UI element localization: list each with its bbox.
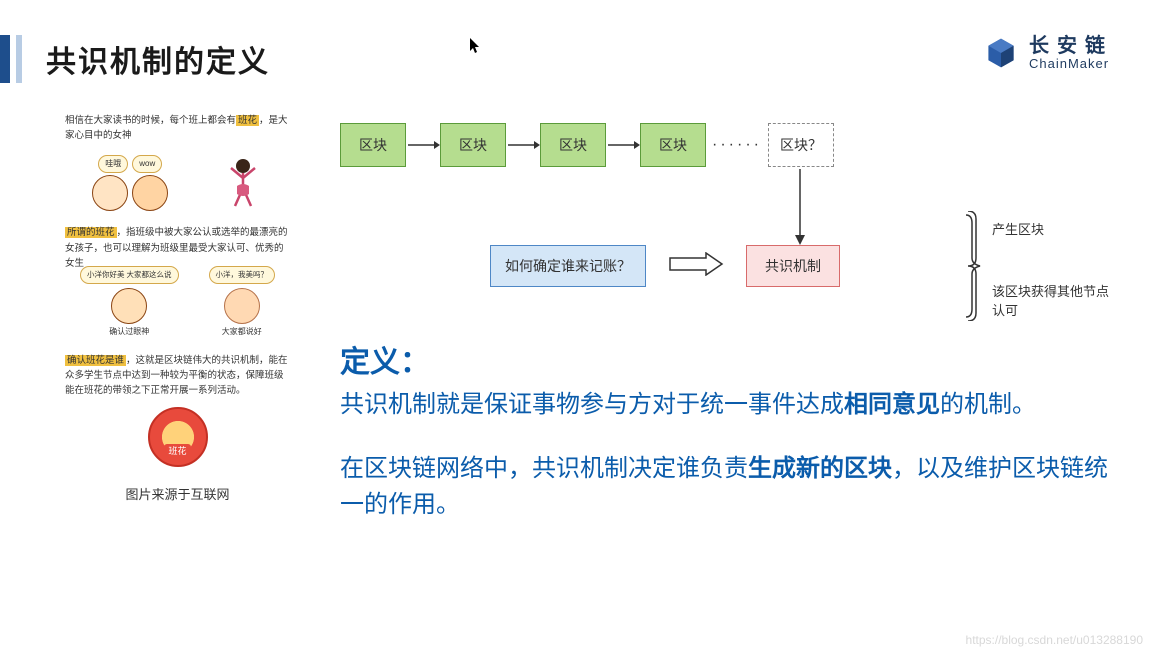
logo-text: 长安链 ChainMaker xyxy=(1029,35,1113,71)
block-node: 区块 xyxy=(440,123,506,167)
diagram-column: 区块 区块 区块 区块 ······ 区块？ 如何确定谁来记账？ 共识机制 xyxy=(310,113,1153,523)
block-node: 区块 xyxy=(640,123,706,167)
cartoon-row-1: 哇哦 wow xyxy=(65,151,290,211)
speech-bubble: 小洋你好美 大家都这么说 xyxy=(80,266,179,284)
text: 的机制。 xyxy=(940,391,1036,418)
cartoon-face-icon xyxy=(92,175,128,211)
accent-bar-1 xyxy=(0,35,10,83)
arrow-icon xyxy=(506,138,540,152)
cartoon-row-2: 小洋你好美 大家都这么说 确认过眼神 小洋，我美吗？ 大家都说好 xyxy=(65,279,290,339)
intro-paragraph-1: 相信在大家读书的时候，每个班上都会有班花，是大家心目中的女神 xyxy=(65,113,290,143)
pending-block-node: 区块？ xyxy=(768,123,834,167)
consensus-box: 共识机制 xyxy=(746,245,840,287)
arrow-icon xyxy=(606,138,640,152)
brace-label-bottom: 该区块获得其他节点认可 xyxy=(992,281,1113,319)
cartoon-face-icon xyxy=(224,288,260,324)
highlight: 确认班花是谁 xyxy=(65,355,126,366)
page-title: 共识机制的定义 xyxy=(46,37,270,81)
definition-title: 定义： xyxy=(340,337,1113,381)
text: 相信在大家读书的时候，每个班上都会有 xyxy=(65,115,236,126)
text-bold: 生成新的区块 xyxy=(748,455,892,482)
brace-labels: 产生区块 该区块获得其他节点认可 xyxy=(992,219,1113,319)
watermark: https://blog.csdn.net/u013288190 xyxy=(966,633,1143,647)
badge-label: 班花 xyxy=(164,444,190,458)
cursor-icon xyxy=(470,38,482,57)
block-node: 区块 xyxy=(540,123,606,167)
definition-section: 定义： 共识机制就是保证事物参与方对于统一事件达成相同意见的机制。 在区块链网络… xyxy=(340,337,1113,523)
arrow-icon xyxy=(406,138,440,152)
logo-cn: 长安链 xyxy=(1029,35,1113,57)
speech-bubble: wow xyxy=(132,155,162,174)
title-bar: 共识机制的定义 xyxy=(0,35,270,83)
brace-icon xyxy=(960,211,986,326)
chainmaker-logo-icon xyxy=(983,35,1019,71)
header: 共识机制的定义 长安链 ChainMaker xyxy=(0,0,1153,83)
image-source-caption: 图片来源于互联网 xyxy=(65,485,290,506)
definition-line-1: 共识机制就是保证事物参与方对于统一事件达成相同意见的机制。 xyxy=(340,387,1113,423)
blockchain-chain: 区块 区块 区块 区块 ······ 区块？ xyxy=(340,123,1113,167)
dancer-icon xyxy=(223,156,263,211)
definition-line-2: 在区块链网络中，共识机制决定谁负责生成新的区块，以及维护区块链统一的作用。 xyxy=(340,451,1113,523)
highlight: 所谓的班花 xyxy=(65,227,117,238)
text-bold: 相同意见 xyxy=(844,391,940,418)
logo: 长安链 ChainMaker xyxy=(983,35,1113,71)
accent-bar-2 xyxy=(16,35,22,83)
question-box: 如何确定谁来记账？ xyxy=(490,245,646,287)
logo-en: ChainMaker xyxy=(1029,57,1113,71)
cartoon-face-icon xyxy=(132,175,168,211)
text: 共识机制就是保证事物参与方对于统一事件达成 xyxy=(340,391,844,418)
cartoon-face-icon xyxy=(111,288,147,324)
brace-label-top: 产生区块 xyxy=(992,219,1113,238)
speech-bubble: 小洋，我美吗？ xyxy=(209,266,276,284)
main-content: 相信在大家读书的时候，每个班上都会有班花，是大家心目中的女神 哇哦 wow xyxy=(0,83,1153,523)
intro-paragraph-3: 确认班花是谁，这就是区块链伟大的共识机制，能在众多学生节点中达到一种较为平衡的状… xyxy=(65,353,290,399)
text: 在区块链网络中，共识机制决定谁负责 xyxy=(340,455,748,482)
illustration-column: 相信在大家读书的时候，每个班上都会有班花，是大家心目中的女神 哇哦 wow xyxy=(0,113,310,523)
down-arrow-icon xyxy=(770,169,830,247)
brace-group: 产生区块 该区块获得其他节点认可 xyxy=(960,211,1113,326)
class-flower-badge-icon: 班花 xyxy=(148,407,208,467)
big-arrow-icon xyxy=(668,252,724,281)
intro-paragraph-2: 所谓的班花，指班级中被大家公认或选举的最漂亮的女孩子，也可以理解为班级里最受大家… xyxy=(65,225,290,271)
speech-bubble: 哇哦 xyxy=(98,155,128,174)
caption-tag: 确认过眼神 xyxy=(109,326,149,339)
ellipsis: ······ xyxy=(706,136,768,154)
consensus-flow: 如何确定谁来记账？ 共识机制 产生区块 该区块获得其他节点认可 xyxy=(490,245,1113,287)
caption-tag: 大家都说好 xyxy=(222,326,262,339)
block-node: 区块 xyxy=(340,123,406,167)
highlight: 班花 xyxy=(236,115,259,126)
